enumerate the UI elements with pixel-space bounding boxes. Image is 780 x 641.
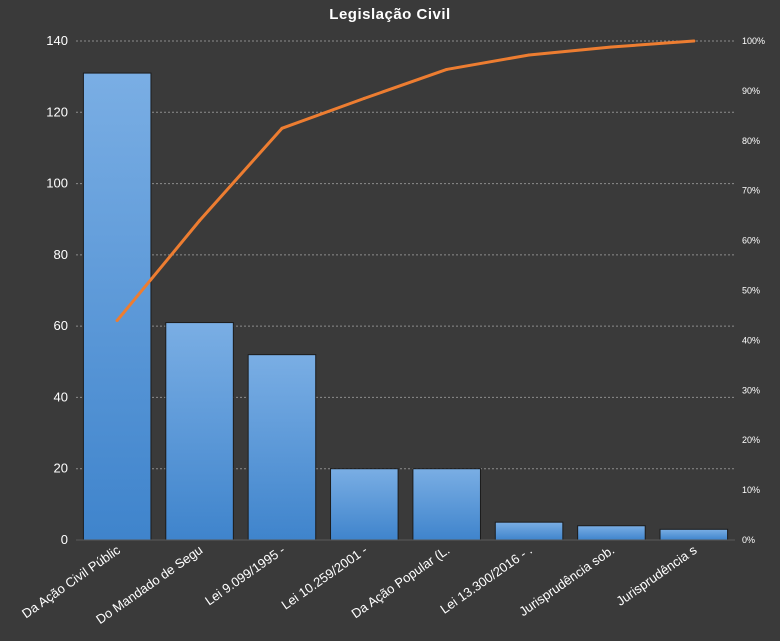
- y2-tick-label: 0%: [742, 535, 755, 545]
- line-point: [280, 126, 284, 130]
- bar: [247, 354, 317, 541]
- y2-tick-label: 10%: [742, 485, 760, 495]
- bar: [82, 72, 152, 541]
- bar: [494, 521, 564, 541]
- y2-tick-label: 40%: [742, 335, 760, 345]
- y2-tick-label: 50%: [742, 286, 760, 296]
- y2-tick-label: 80%: [742, 136, 760, 146]
- y-tick-label: 120: [46, 104, 68, 119]
- y2-tick-label: 100%: [742, 36, 765, 46]
- bar: [330, 468, 399, 541]
- y2-tick-label: 60%: [742, 236, 760, 246]
- line-point: [692, 39, 696, 43]
- y-axis-left: 0 20 40 60 80 100 120 140: [46, 33, 68, 547]
- y2-tick-label: 90%: [742, 86, 760, 96]
- y-tick-label: 60: [54, 318, 68, 333]
- y-tick-label: 0: [61, 532, 68, 547]
- line-point: [527, 53, 531, 57]
- y-tick-label: 20: [54, 461, 68, 476]
- bar: [659, 528, 729, 541]
- y-tick-label: 100: [46, 176, 68, 191]
- line-point: [115, 318, 119, 322]
- x-tick-label: Jurisprudência s: [613, 542, 700, 609]
- gridlines: [76, 40, 735, 470]
- y-tick-label: 40: [54, 389, 68, 404]
- bar: [577, 525, 646, 541]
- y-tick-label: 140: [46, 33, 68, 48]
- x-tick-label: Lei 10.259/2001 -: [279, 542, 371, 612]
- y-tick-label: 80: [54, 247, 68, 262]
- y2-tick-label: 30%: [742, 385, 760, 395]
- cumulative-line: [115, 39, 696, 322]
- bar-series: [82, 72, 729, 541]
- y2-tick-label: 70%: [742, 186, 760, 196]
- chart-title: Legislação Civil: [329, 6, 451, 23]
- x-tick-label: Lei 9.099/1995 -: [202, 542, 288, 608]
- line-point: [609, 45, 613, 49]
- line-point: [445, 67, 449, 71]
- y2-tick-label: 20%: [742, 435, 760, 445]
- bar: [412, 468, 481, 541]
- line-point: [362, 96, 366, 100]
- y-axis-right: 0% 10% 20% 30% 40% 50% 60% 70% 80% 90% 100%: [742, 36, 765, 545]
- line-point: [198, 219, 202, 223]
- bar: [165, 322, 234, 541]
